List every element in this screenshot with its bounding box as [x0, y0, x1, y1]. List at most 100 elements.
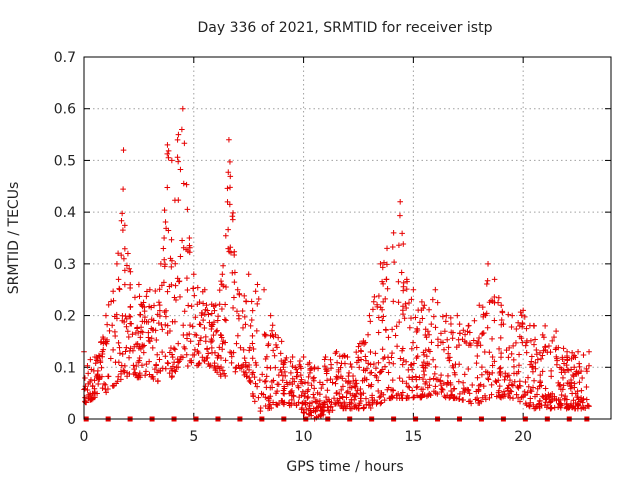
data-point — [381, 397, 388, 403]
data-point — [447, 315, 454, 321]
data-point — [139, 318, 146, 325]
data-point-peak — [114, 261, 120, 267]
data-point — [400, 241, 407, 247]
data-point — [414, 353, 421, 360]
data-point-peak — [190, 271, 197, 277]
data-point — [469, 382, 476, 388]
data-point — [227, 173, 234, 180]
data-point — [465, 366, 472, 372]
data-point — [390, 387, 396, 393]
data-point — [283, 379, 290, 386]
data-point — [219, 281, 225, 288]
data-point — [312, 408, 319, 415]
data-point — [82, 398, 88, 405]
data-point — [187, 322, 193, 328]
data-point — [223, 284, 229, 290]
data-point — [531, 341, 537, 348]
data-point — [115, 340, 122, 346]
data-point — [474, 343, 480, 349]
data-point — [574, 402, 581, 408]
data-point — [270, 377, 277, 384]
data-point — [288, 389, 294, 395]
data-point — [407, 362, 414, 368]
data-point — [447, 380, 454, 386]
data-point — [422, 365, 429, 371]
data-point — [273, 390, 279, 397]
data-point — [475, 387, 482, 393]
data-point — [175, 158, 181, 165]
data-point-peak — [410, 286, 417, 293]
data-point — [532, 360, 539, 366]
data-point — [118, 252, 125, 258]
data-point-peak — [158, 261, 164, 267]
data-point — [568, 382, 575, 389]
data-point — [318, 407, 324, 414]
data-point — [100, 334, 106, 340]
data-point-peak — [531, 323, 537, 329]
data-point — [399, 361, 406, 368]
data-point — [456, 321, 463, 327]
data-point — [578, 387, 585, 394]
data-point — [405, 367, 412, 373]
data-point — [467, 329, 473, 336]
data-point — [299, 405, 305, 411]
data-point — [535, 401, 542, 408]
data-point — [104, 321, 110, 328]
data-point — [518, 312, 525, 319]
data-point — [545, 391, 552, 398]
plot-frame — [83, 56, 612, 420]
data-point — [126, 266, 132, 272]
data-point — [311, 385, 318, 392]
data-point — [399, 347, 405, 354]
data-point — [321, 363, 328, 369]
x-tick-label: 15 — [404, 429, 422, 445]
data-point — [136, 293, 143, 300]
data-point — [118, 362, 125, 369]
data-point — [172, 318, 178, 325]
data-point — [420, 376, 426, 382]
data-point — [164, 151, 171, 157]
data-point — [99, 385, 106, 391]
data-point — [569, 349, 575, 356]
data-point — [321, 356, 328, 363]
data-point — [498, 317, 505, 323]
data-point — [451, 394, 457, 401]
data-point — [426, 382, 433, 389]
data-point — [424, 360, 431, 367]
data-point-peak — [180, 105, 186, 112]
data-point — [419, 299, 425, 305]
data-point — [88, 366, 95, 373]
data-point — [115, 276, 122, 283]
x-tick-label: 0 — [80, 429, 89, 445]
data-point — [379, 346, 386, 353]
data-point — [306, 405, 312, 412]
data-point — [231, 248, 238, 255]
data-point — [140, 349, 147, 356]
data-point — [457, 330, 463, 337]
data-point — [442, 328, 448, 335]
data-point — [95, 368, 101, 374]
data-point — [262, 333, 268, 339]
data-point — [395, 299, 402, 306]
data-point-peak — [322, 354, 329, 360]
data-point — [170, 363, 176, 370]
data-point — [348, 384, 355, 391]
data-point — [297, 372, 304, 378]
data-point — [241, 355, 248, 361]
data-point — [197, 337, 203, 344]
data-point — [484, 277, 491, 284]
data-point — [249, 333, 256, 339]
data-point-peak — [333, 348, 340, 355]
data-point — [486, 371, 493, 378]
data-point — [123, 323, 130, 330]
data-point — [187, 358, 193, 364]
data-point — [270, 399, 276, 406]
data-point — [258, 390, 265, 397]
data-point — [539, 368, 546, 375]
data-point — [135, 359, 141, 366]
data-point — [504, 373, 511, 380]
data-point — [367, 370, 373, 376]
data-point — [126, 313, 133, 319]
data-point — [339, 393, 346, 400]
data-point — [328, 361, 334, 368]
